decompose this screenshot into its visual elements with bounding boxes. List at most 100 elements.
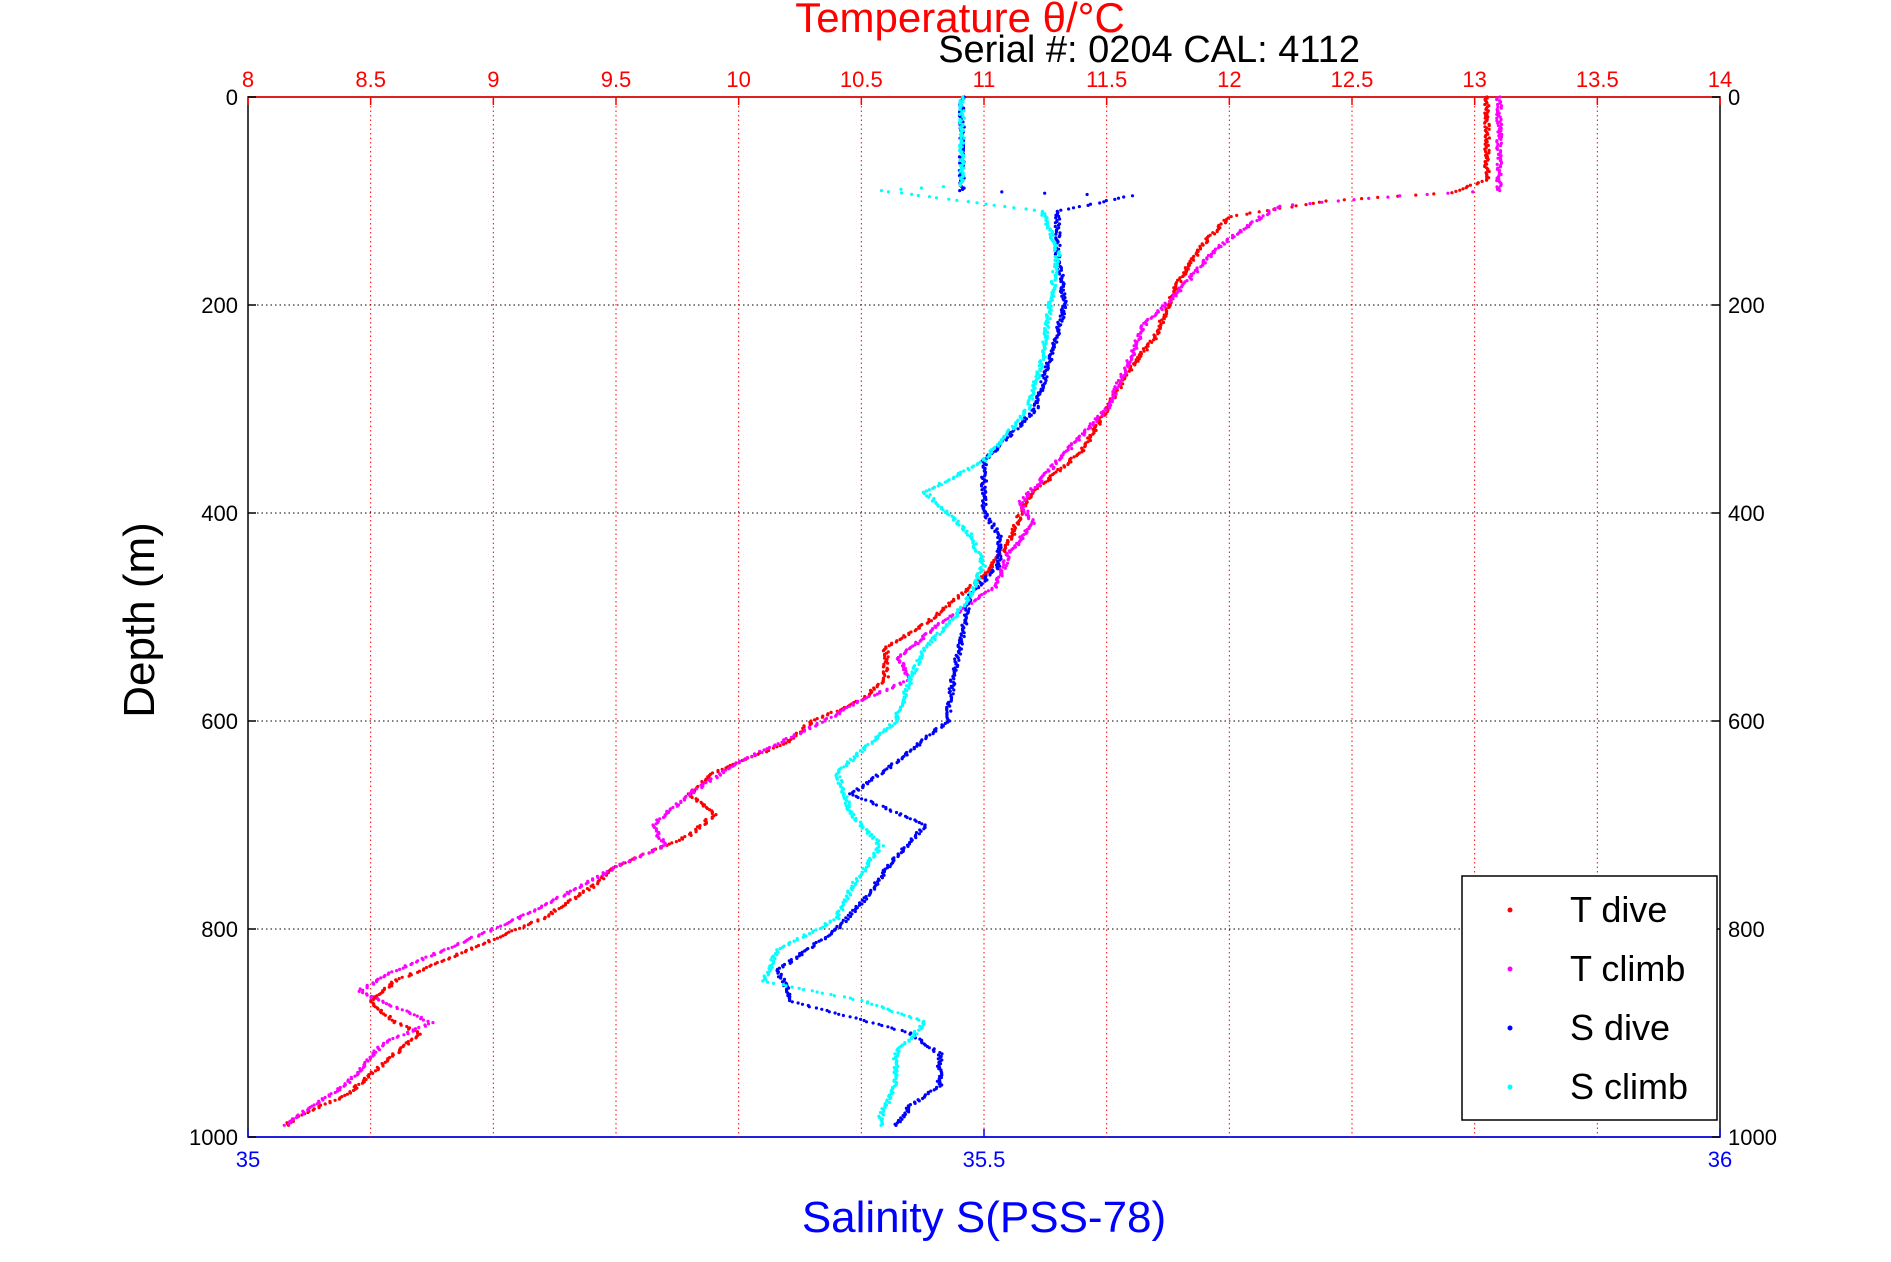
data-point [1257, 210, 1261, 214]
data-point [1091, 427, 1095, 431]
data-point [404, 965, 408, 969]
data-point [890, 1010, 894, 1014]
data-point [823, 924, 827, 928]
data-point [880, 772, 884, 776]
data-point [838, 775, 842, 779]
data-point [908, 817, 912, 821]
data-point [978, 557, 982, 561]
data-point [1057, 324, 1061, 328]
data-point [1083, 430, 1087, 435]
data-point [496, 925, 500, 929]
data-point [421, 1018, 425, 1022]
data-point [871, 802, 875, 806]
top-tick-label: 13 [1462, 67, 1486, 92]
data-point [1115, 386, 1119, 390]
data-point [800, 950, 804, 954]
legend-label: S climb [1570, 1066, 1688, 1107]
data-point [1072, 455, 1076, 459]
data-point [1054, 461, 1058, 466]
data-point [868, 834, 872, 838]
data-point [976, 596, 981, 601]
data-point [1041, 357, 1046, 362]
data-point [829, 710, 833, 715]
data-point [762, 748, 766, 752]
data-point [559, 905, 564, 910]
data-point [797, 986, 801, 990]
series-t-climb [282, 95, 1504, 1127]
data-point [779, 976, 783, 980]
data-point [1127, 369, 1131, 373]
data-point [1060, 319, 1064, 323]
data-point [446, 947, 450, 951]
data-point [958, 606, 963, 611]
data-point [971, 589, 975, 593]
data-point [899, 682, 903, 686]
data-point [919, 740, 923, 745]
data-point [592, 885, 596, 890]
data-point [883, 654, 887, 658]
data-point [365, 993, 369, 997]
data-point [902, 1013, 906, 1017]
data-point [936, 623, 940, 627]
data-point [1145, 348, 1149, 352]
data-point [372, 982, 376, 986]
data-point [1139, 354, 1143, 358]
data-point [1054, 213, 1058, 217]
data-point [933, 637, 937, 642]
data-point [542, 917, 547, 921]
data-point [450, 945, 454, 949]
data-point [474, 945, 478, 949]
data-point [1010, 533, 1015, 538]
data-point [997, 533, 1001, 537]
data-point [1057, 235, 1061, 239]
data-point [321, 1098, 325, 1102]
data-point [1061, 304, 1065, 308]
data-point [412, 1013, 416, 1017]
data-point [503, 923, 507, 927]
data-point [999, 534, 1003, 538]
data-point [1080, 450, 1084, 454]
data-point [881, 1113, 886, 1117]
data-point [1043, 191, 1047, 195]
data-point [939, 610, 943, 614]
data-point [1040, 213, 1044, 217]
data-point [1180, 285, 1184, 289]
data-point [770, 965, 774, 969]
top-tick-label: 9 [487, 67, 499, 92]
data-point [984, 516, 988, 520]
data-point [954, 615, 958, 619]
data-point [913, 671, 917, 675]
data-point [1223, 221, 1228, 225]
data-point [958, 170, 962, 174]
data-point [771, 981, 776, 986]
data-point [539, 905, 543, 910]
data-point [390, 1054, 395, 1058]
data-point [1198, 247, 1203, 251]
data-point [832, 994, 836, 998]
data-point [1003, 550, 1007, 554]
data-point [1027, 516, 1031, 521]
data-point [914, 831, 919, 835]
data-point [966, 200, 970, 204]
data-point [864, 798, 868, 802]
data-point [415, 1014, 419, 1018]
data-point [1483, 121, 1487, 125]
data-point [377, 998, 381, 1002]
data-point [1003, 566, 1007, 570]
data-point [1458, 188, 1462, 192]
data-point [769, 958, 773, 962]
data-point [842, 765, 846, 769]
data-point [765, 750, 769, 754]
data-point [813, 718, 817, 722]
data-point [1425, 192, 1429, 197]
data-point [820, 715, 825, 719]
data-point [392, 1021, 396, 1025]
data-point [415, 1031, 420, 1035]
data-point [898, 813, 902, 817]
data-point [1061, 288, 1065, 292]
data-point [1498, 115, 1502, 119]
data-point [416, 970, 420, 975]
data-point [1498, 155, 1502, 159]
data-point [1052, 294, 1056, 298]
data-point [863, 899, 867, 904]
